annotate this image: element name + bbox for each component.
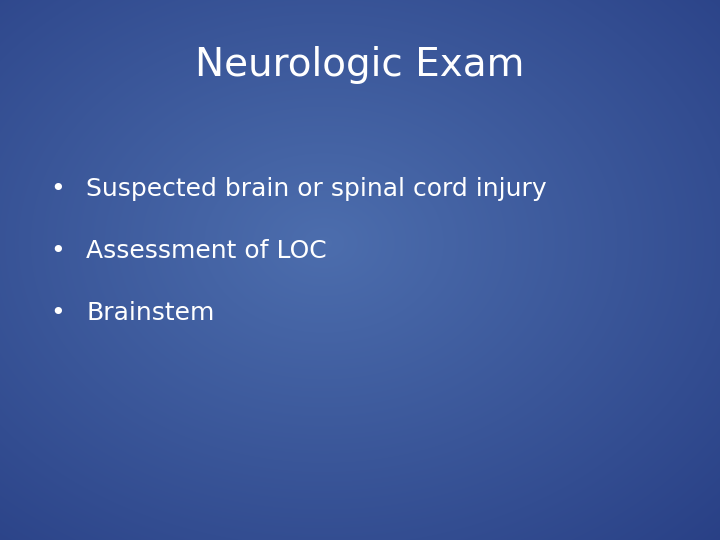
Text: Suspected brain or spinal cord injury: Suspected brain or spinal cord injury xyxy=(86,177,547,201)
Text: •: • xyxy=(50,177,65,201)
Text: Neurologic Exam: Neurologic Exam xyxy=(195,46,525,84)
Text: Brainstem: Brainstem xyxy=(86,301,215,325)
Text: Assessment of LOC: Assessment of LOC xyxy=(86,239,327,263)
Text: •: • xyxy=(50,301,65,325)
Text: •: • xyxy=(50,239,65,263)
